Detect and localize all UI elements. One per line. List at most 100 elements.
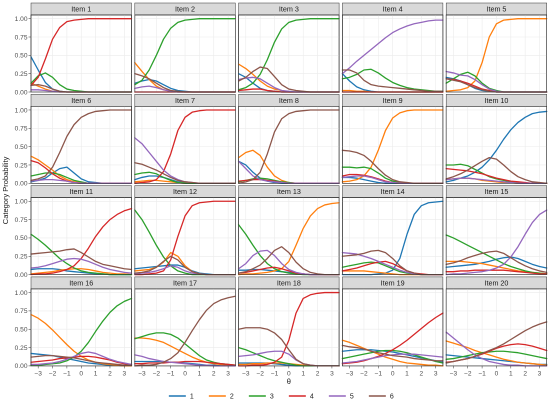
y-tick-label: 0.25: [15, 254, 28, 261]
panel-item-6: Item 6 0.00 0.25 0.50 0.75 1.00: [15, 94, 133, 188]
x-tick-label: −3: [34, 370, 42, 377]
panel-item-19: Item 19 −3 −2 −1 0 1 2 3: [341, 276, 444, 377]
y-tick-label: 0.25: [15, 345, 28, 352]
x-tick-label: 3: [122, 370, 126, 377]
category-3-curve: [445, 350, 548, 360]
panel-border: [445, 14, 548, 93]
panel-item-11: Item 11 0.00 0.25 0.50 0.75 1.00: [15, 185, 133, 279]
x-tick-label: 2: [316, 370, 320, 377]
category-1-curve: [445, 256, 548, 269]
category-4-curve: [134, 109, 236, 184]
y-axis-title: Category Probability: [1, 156, 10, 224]
y-tick-label: 0.50: [15, 327, 28, 334]
category-6-curve: [30, 109, 133, 182]
y-tick-label: 0.75: [15, 34, 28, 41]
panel-item-18: Item 18 −3 −2 −1 0 1 2 3: [237, 276, 340, 377]
y-tick-label: 0.00: [15, 89, 28, 96]
legend-item-1: 1: [168, 394, 194, 401]
legend-label: 4: [310, 394, 314, 401]
panel-title: Item 3: [279, 5, 299, 14]
category-5-curve: [341, 19, 444, 75]
category-5-curve: [445, 209, 548, 276]
x-tick-label: −1: [375, 370, 383, 377]
panel-title: Item 15: [484, 187, 508, 196]
panel-item-7: Item 7: [134, 94, 236, 184]
category-6-curve: [30, 354, 133, 366]
category-4-curve: [30, 207, 133, 276]
panel-item-12: Item 12: [134, 185, 236, 276]
x-tick-label: −3: [242, 370, 250, 377]
y-tick-label: 0.00: [15, 272, 28, 279]
x-tick-label: 3: [538, 370, 542, 377]
y-tick-label: 0.50: [15, 144, 28, 151]
panel-title: Item 1: [71, 5, 91, 14]
axis-titles: Category Probability θ: [1, 156, 291, 385]
panel-title: Item 18: [277, 279, 301, 288]
panel-item-10: Item 10: [445, 94, 548, 184]
category-3-curve: [341, 68, 444, 92]
category-6-curve: [134, 295, 236, 367]
x-tick-label: 0: [79, 370, 83, 377]
category-3-curve: [237, 18, 340, 91]
category-6-curve: [445, 321, 548, 364]
panel-title: Item 6: [71, 96, 91, 105]
x-tick-label: 2: [212, 370, 216, 377]
panel-title: Item 19: [381, 279, 405, 288]
x-axis-title: θ: [287, 377, 291, 386]
panel-border: [30, 106, 132, 184]
x-tick-label: 0: [495, 370, 499, 377]
x-tick-label: −1: [63, 370, 71, 377]
x-tick-label: 1: [94, 370, 98, 377]
panel-title: Item 4: [383, 5, 403, 14]
x-tick-label: 0: [287, 370, 291, 377]
panel-border: [342, 197, 444, 275]
y-tick-label: 0.00: [15, 181, 28, 188]
y-tick-label: 0.75: [15, 126, 28, 133]
panels-layer: Item 1 0.00 0.25 0.50 0.75 1.00 Item 2 Item 3 It…: [15, 2, 548, 377]
panel-title: Item 16: [69, 279, 93, 288]
panel-title: Item 20: [484, 279, 508, 288]
panel-title: Item 11: [70, 187, 93, 196]
category-6-curve: [445, 156, 548, 184]
x-tick-label: 0: [391, 370, 395, 377]
panel-item-1: Item 1 0.00 0.25 0.50 0.75 1.00: [15, 2, 133, 96]
panel-item-8: Item 8: [237, 94, 340, 184]
category-3-curve: [341, 349, 444, 364]
category-4-curve: [237, 291, 340, 367]
legend-label: 1: [190, 394, 194, 401]
category-5-curve: [30, 257, 133, 274]
panel-item-9: Item 9: [341, 94, 444, 184]
panel-border: [134, 14, 236, 93]
x-tick-label: −1: [271, 370, 279, 377]
category-2-curve: [341, 109, 444, 183]
panel-title: Item 8: [279, 96, 299, 105]
category-3-curve: [30, 297, 133, 366]
x-tick-label: −1: [478, 370, 486, 377]
panel-border: [134, 106, 236, 184]
legend-item-3: 3: [248, 394, 274, 401]
x-tick-label: −1: [167, 370, 175, 377]
panel-item-20: Item 20 −3 −2 −1 0 1 2 3: [445, 276, 548, 377]
category-5-curve: [30, 351, 133, 366]
y-tick-label: 0.75: [15, 308, 28, 315]
x-tick-label: 3: [330, 370, 334, 377]
panel-item-2: Item 2: [134, 2, 236, 93]
legend-item-2: 2: [208, 394, 234, 401]
x-tick-label: −3: [450, 370, 458, 377]
x-tick-label: −2: [256, 370, 264, 377]
panel-border: [342, 14, 444, 93]
x-tick-label: 1: [509, 370, 513, 377]
category-4-curve: [341, 312, 444, 365]
category-6-curve: [237, 109, 340, 184]
x-tick-label: 3: [226, 370, 230, 377]
panel-item-5: Item 5: [445, 2, 548, 93]
y-tick-label: 1.00: [15, 199, 28, 206]
panel-item-14: Item 14: [341, 185, 444, 276]
y-tick-label: 0.25: [15, 71, 28, 78]
category-2-curve: [341, 339, 444, 367]
panel-title: Item 17: [173, 279, 197, 288]
panel-item-13: Item 13: [237, 185, 340, 276]
y-tick-label: 1.00: [15, 107, 28, 114]
panel-item-16: Item 16 0.00 0.25 0.50 0.75 1.00 −3 −2 −1 0 1 2 3: [15, 276, 133, 377]
legend-label: 6: [390, 394, 394, 401]
